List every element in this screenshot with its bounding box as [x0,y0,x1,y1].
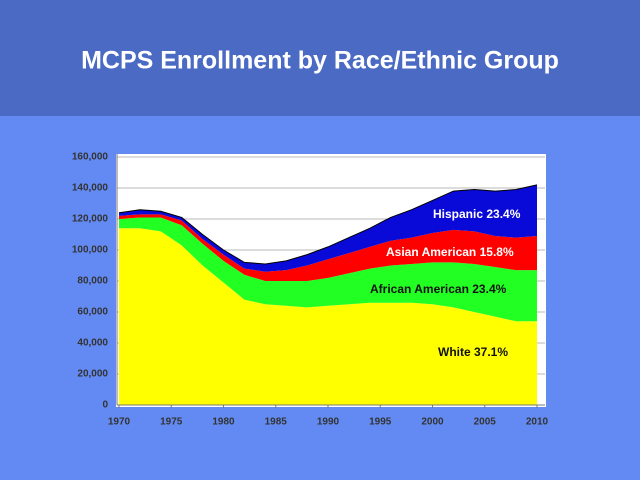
x-tick-label: 2010 [526,417,549,428]
series-label: White 37.1% [438,345,508,359]
y-tick-label: 160,000 [72,152,109,163]
x-tick-label: 1975 [160,417,183,428]
series-label: African American 23.4% [370,282,507,296]
area [119,228,537,405]
chart-title: MCPS Enrollment by Race/Ethnic Group [81,47,559,75]
x-tick-label: 1985 [265,417,288,428]
y-tick-label: 60,000 [77,307,108,318]
y-tick-label: 100,000 [72,245,109,256]
x-tick-label: 2005 [474,417,497,428]
y-tick-label: 80,000 [77,276,108,287]
y-tick-label: 40,000 [77,338,108,349]
x-tick-label: 2000 [421,417,444,428]
header-band [0,0,640,116]
area [119,217,537,322]
series-label: Hispanic 23.4% [433,207,521,221]
series-label: Asian American 15.8% [386,245,514,259]
area [119,214,537,281]
y-tick-label: 140,000 [72,183,109,194]
x-tick-label: 1995 [369,417,392,428]
x-tick-label: 1970 [108,417,131,428]
y-tick-label: 0 [102,400,108,411]
x-tick-label: 1990 [317,417,340,428]
x-tick-label: 1980 [212,417,235,428]
total-outline [118,184,538,265]
y-tick-label: 20,000 [77,369,108,380]
y-tick-label: 120,000 [72,214,109,225]
